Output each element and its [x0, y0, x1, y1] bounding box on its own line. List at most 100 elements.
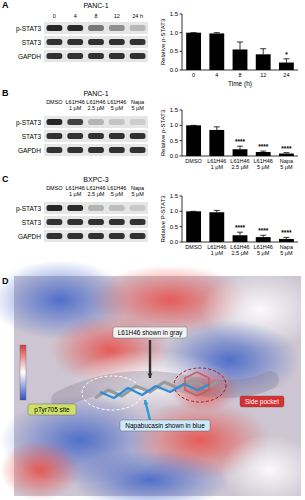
band: [88, 205, 104, 211]
cell-line: BXPC-3: [83, 176, 108, 183]
error-cap: [283, 152, 289, 153]
error-cap: [191, 211, 197, 212]
error-cap: [260, 235, 266, 236]
band: [67, 219, 83, 225]
x-tick-label: 8: [238, 72, 241, 78]
band: [47, 133, 63, 139]
band: [67, 147, 83, 153]
band: [130, 53, 146, 59]
band: [109, 119, 125, 125]
ligand-blue: [100, 384, 210, 398]
lane-label: L61H461 μM: [66, 99, 85, 111]
bar: [233, 49, 248, 70]
y-tick: [180, 70, 183, 71]
bar-chart: 0.00.51.01.5Relative P-STAT3************…: [160, 193, 298, 256]
lane-label-line: 2.5 μM: [88, 191, 105, 197]
x-tick-label-line: DMSO: [185, 244, 202, 250]
x-tick-label-line: 2.5 μM: [232, 164, 249, 170]
lane-label-line: 1 μM: [69, 191, 82, 197]
bar: [186, 33, 201, 70]
y-tick-label: 1.5: [170, 193, 179, 199]
row-label: STAT3: [22, 133, 42, 140]
annotation: Side pocket: [245, 398, 279, 406]
label-box: [240, 396, 284, 407]
arrow-head: [148, 374, 153, 378]
bar: [186, 125, 201, 156]
band: [130, 25, 146, 31]
error-cap: [214, 32, 220, 33]
band: [109, 25, 125, 31]
error-bar: [240, 42, 241, 49]
x-tick-label: L61H465 μM: [254, 158, 273, 170]
annotation: pTyr705 site: [34, 406, 70, 414]
significance: ****: [235, 224, 246, 231]
x-tick-label-line: 24: [283, 72, 289, 78]
x-tick-label-line: 1 μM: [211, 164, 224, 170]
bar: [186, 211, 201, 242]
docking-image: L61H46 shown in grayNapabucasin shown in…: [0, 260, 305, 500]
arrow: [149, 340, 151, 378]
error-bar: [286, 59, 287, 63]
y-axis-label: Relative P-STAT3: [160, 195, 166, 243]
x-tick-label-line: 1 μM: [211, 250, 224, 256]
row-label: p-STAT3: [16, 25, 41, 33]
annotation: L61H46 shown in gray: [118, 329, 183, 337]
lane-label-line: 4: [74, 13, 77, 19]
band: [47, 25, 63, 31]
lane-label-line: 2.5 μM: [88, 105, 105, 111]
error-bar: [240, 232, 241, 235]
surface-patch: [0, 440, 80, 500]
band: [67, 119, 83, 125]
row-label: STAT3: [22, 219, 42, 226]
surface-patch: [220, 435, 305, 500]
band: [88, 233, 104, 239]
band: [130, 39, 146, 45]
bars: [186, 125, 294, 156]
bars: [186, 210, 294, 242]
lane-label: 24 h: [132, 13, 143, 19]
row-label: GAPDH: [18, 233, 41, 240]
x-tick-label: DMSO: [185, 244, 202, 250]
surface-patch: [70, 450, 230, 500]
y-tick: [180, 51, 183, 52]
y-tick: [180, 211, 183, 212]
y-axis: [182, 196, 183, 242]
y-tick-label: 0.5: [170, 48, 179, 54]
band: [109, 39, 125, 45]
bar-chart: 0.00.51.01.5Relative p-STAT3************…: [160, 107, 298, 170]
error-cap: [283, 58, 289, 59]
panel-letter: B: [2, 88, 9, 98]
band: [130, 219, 146, 225]
cell-line: PANC-1: [83, 2, 108, 9]
error-cap: [191, 125, 197, 126]
error-cap: [237, 42, 243, 43]
lane-label-line: 1 μM: [69, 105, 82, 111]
x-tick-label-line: 8: [238, 72, 241, 78]
error-bar: [216, 127, 217, 130]
band: [67, 39, 83, 45]
ligand-ring: [185, 372, 209, 396]
bar: [233, 235, 248, 242]
y-tick: [180, 226, 183, 227]
lane-label: Napa5 μM: [131, 99, 145, 111]
lane-label: L61H465 μM: [107, 185, 126, 197]
bar: [233, 149, 248, 156]
lane-label: L61H461 μM: [66, 185, 85, 197]
bar: [279, 239, 294, 242]
lane-label: DMSO: [46, 99, 63, 105]
lane-label-line: 5 μM: [131, 191, 144, 197]
arrow-head: [144, 400, 149, 405]
significance: ****: [258, 227, 269, 234]
blot-strip: [44, 144, 148, 156]
error-cap: [214, 126, 220, 127]
binding-groove: [60, 380, 270, 400]
y-tick-label: 1.5: [170, 107, 179, 113]
label-box: [120, 420, 210, 431]
significance: ****: [258, 143, 269, 150]
error-cap: [260, 151, 266, 152]
x-tick-label-line: 5 μM: [257, 250, 270, 256]
label-box: [28, 404, 76, 415]
panel-letter: A: [2, 0, 9, 10]
bar: [279, 63, 294, 70]
band: [130, 233, 146, 239]
